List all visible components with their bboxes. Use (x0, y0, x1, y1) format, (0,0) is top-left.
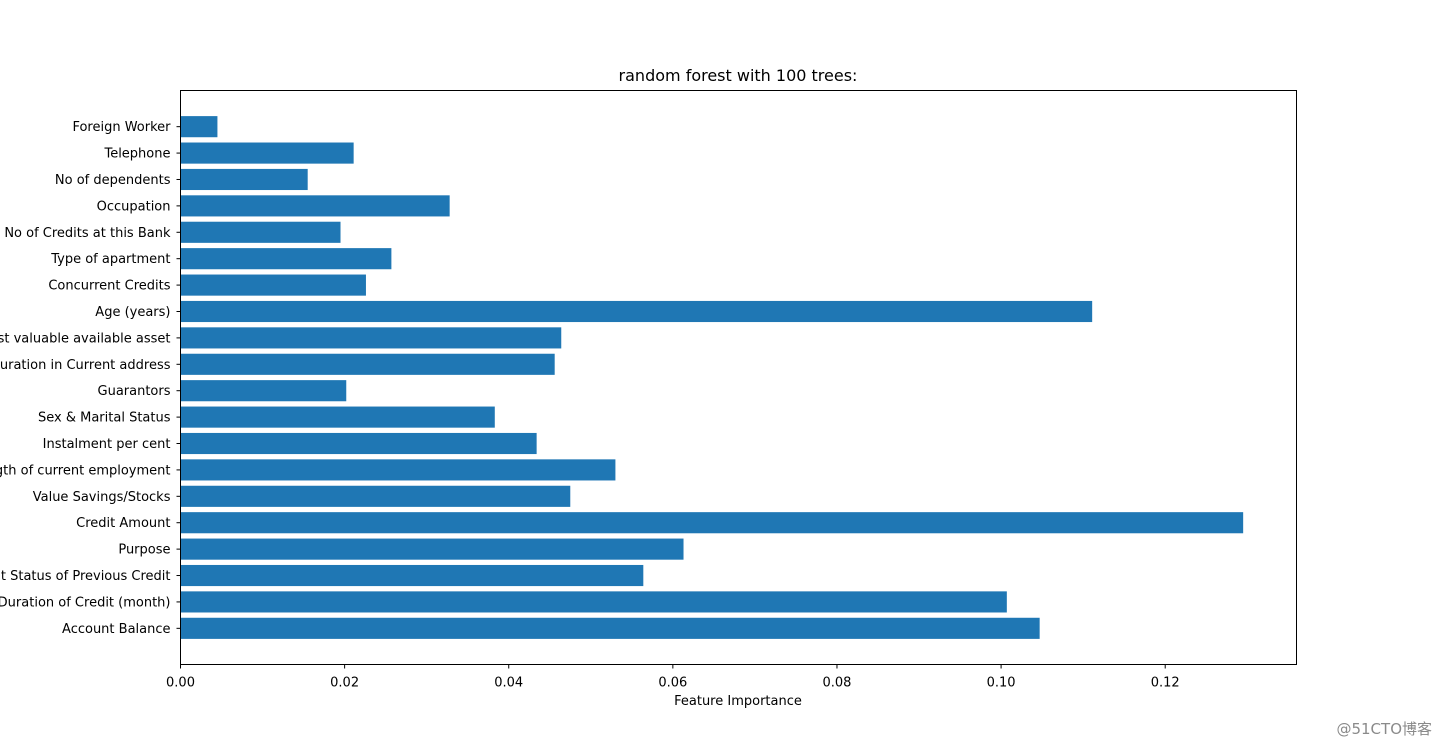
x-tick-label: 0.02 (330, 676, 359, 691)
y-tick-label: Most valuable available asset (0, 331, 171, 346)
x-tick-label: 0.06 (658, 676, 687, 691)
y-tick-label: Instalment per cent (43, 437, 171, 452)
y-axis-ticks: Account Balance Duration of Credit (month… (0, 120, 181, 637)
bar (180, 195, 450, 217)
y-tick-label: Duration of Credit (month) (0, 595, 171, 610)
x-tick-label: 0.12 (1151, 676, 1180, 691)
bar (180, 142, 354, 164)
x-tick-label: 0.00 (166, 676, 195, 691)
y-tick-label: Purpose (118, 543, 170, 558)
bars-group (180, 116, 1244, 639)
y-tick-label: Payment Status of Previous Credit (0, 569, 171, 584)
x-tick-label: 0.10 (987, 676, 1016, 691)
y-tick-label: Guarantors (98, 384, 171, 399)
y-tick-label: No of Credits at this Bank (4, 226, 171, 241)
bar (180, 432, 537, 455)
y-tick-label: Occupation (97, 199, 171, 214)
x-axis-ticks: 0.00 0.02 0.04 0.06 0.08 0.10 0.12 (166, 664, 1180, 691)
bar (180, 564, 644, 587)
bar (180, 168, 308, 191)
y-tick-label: Duration in Current address (0, 358, 171, 373)
bar (180, 538, 684, 560)
y-tick-label: Credit Amount (76, 516, 170, 531)
bar (180, 485, 571, 507)
x-axis-label: Feature Importance (674, 694, 802, 709)
y-tick-label: Account Balance (62, 622, 170, 637)
y-tick-label: Length of current employment (0, 463, 171, 478)
y-tick-label: Type of apartment (50, 252, 170, 267)
y-tick-label: Age (years) (95, 305, 170, 320)
bar (180, 591, 1007, 613)
plot-frame (180, 90, 1297, 665)
bar (180, 353, 555, 375)
x-tick-label: 0.04 (494, 676, 523, 691)
y-tick-label: Foreign Worker (72, 120, 171, 135)
bar (180, 406, 495, 428)
bar (180, 248, 392, 270)
y-tick-label: Telephone (103, 147, 170, 162)
bar (180, 116, 218, 138)
bar (180, 274, 366, 296)
y-tick-label: No of dependents (55, 173, 171, 188)
bar (180, 459, 616, 481)
bar (180, 512, 1244, 534)
y-tick-label: Value Savings/Stocks (33, 490, 171, 505)
bar (180, 380, 347, 402)
x-tick-label: 0.08 (822, 676, 851, 691)
bar (180, 617, 1040, 639)
bar (180, 300, 1093, 323)
watermark: @51CTO博客 (1336, 720, 1432, 738)
bar (180, 221, 341, 243)
bar (180, 327, 562, 349)
y-tick-label: Concurrent Credits (48, 279, 170, 294)
y-tick-label: Sex & Marital Status (38, 411, 171, 426)
chart-title: random forest with 100 trees: (619, 66, 858, 85)
